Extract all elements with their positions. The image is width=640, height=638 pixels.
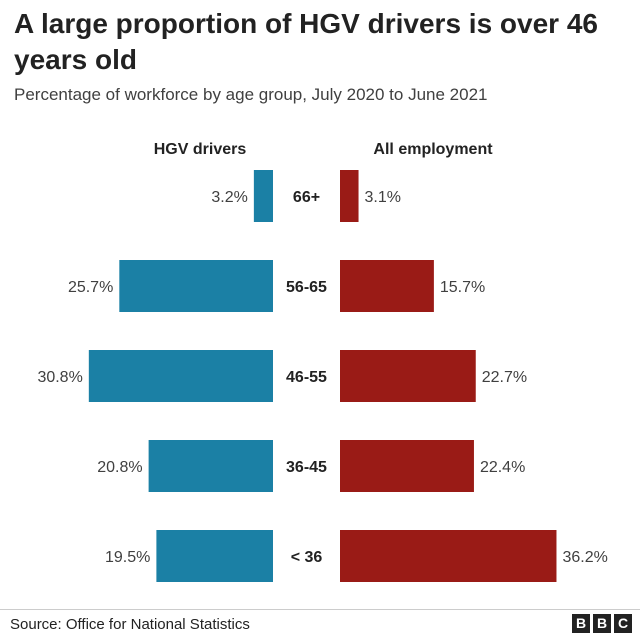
butterfly-bar-chart: HGV drivers All employment 3.2% 3.1% 66+ 25.7… (37, 141, 608, 582)
logo-letter-b2: B (593, 614, 611, 633)
category-label-2: 46-55 (286, 369, 327, 386)
value-label-all-3: 22.4% (480, 459, 525, 476)
value-label-hgv-4: 19.5% (105, 549, 150, 566)
bar-hgv-0 (253, 170, 273, 222)
bbc-logo: B B C (572, 614, 632, 633)
chart-title: A large proportion of HGV drivers is ove… (14, 8, 598, 75)
bar-all-4 (340, 530, 557, 582)
value-label-hgv-1: 25.7% (68, 279, 113, 296)
value-label-all-0: 3.1% (365, 189, 401, 206)
logo-letter-b1: B (572, 614, 590, 633)
bar-all-1 (340, 260, 434, 312)
bar-hgv-4 (156, 530, 273, 582)
source-note: Source: Office for National Statistics (10, 616, 250, 633)
value-label-hgv-3: 20.8% (97, 459, 142, 476)
bar-hgv-3 (148, 440, 273, 492)
value-label-hgv-2: 30.8% (37, 369, 82, 386)
value-label-all-1: 15.7% (440, 279, 485, 296)
category-label-3: 36-45 (286, 459, 327, 476)
footer-divider (0, 609, 640, 610)
value-label-all-4: 36.2% (562, 549, 607, 566)
category-label-0: 66+ (293, 189, 320, 206)
series-header-hgv-drivers: HGV drivers (154, 141, 247, 158)
series-header-all-employment: All employment (373, 141, 493, 158)
bar-all-2 (340, 350, 476, 402)
value-label-all-2: 22.7% (482, 369, 527, 386)
value-label-hgv-0: 3.2% (211, 189, 247, 206)
bar-hgv-2 (88, 350, 273, 402)
bar-hgv-1 (119, 260, 274, 312)
bar-all-0 (340, 170, 359, 222)
category-label-1: 56-65 (286, 279, 327, 296)
bar-all-3 (340, 440, 474, 492)
logo-letter-c: C (614, 614, 632, 633)
category-label-4: < 36 (291, 549, 323, 566)
chart-subtitle: Percentage of workforce by age group, Ju… (14, 85, 488, 104)
